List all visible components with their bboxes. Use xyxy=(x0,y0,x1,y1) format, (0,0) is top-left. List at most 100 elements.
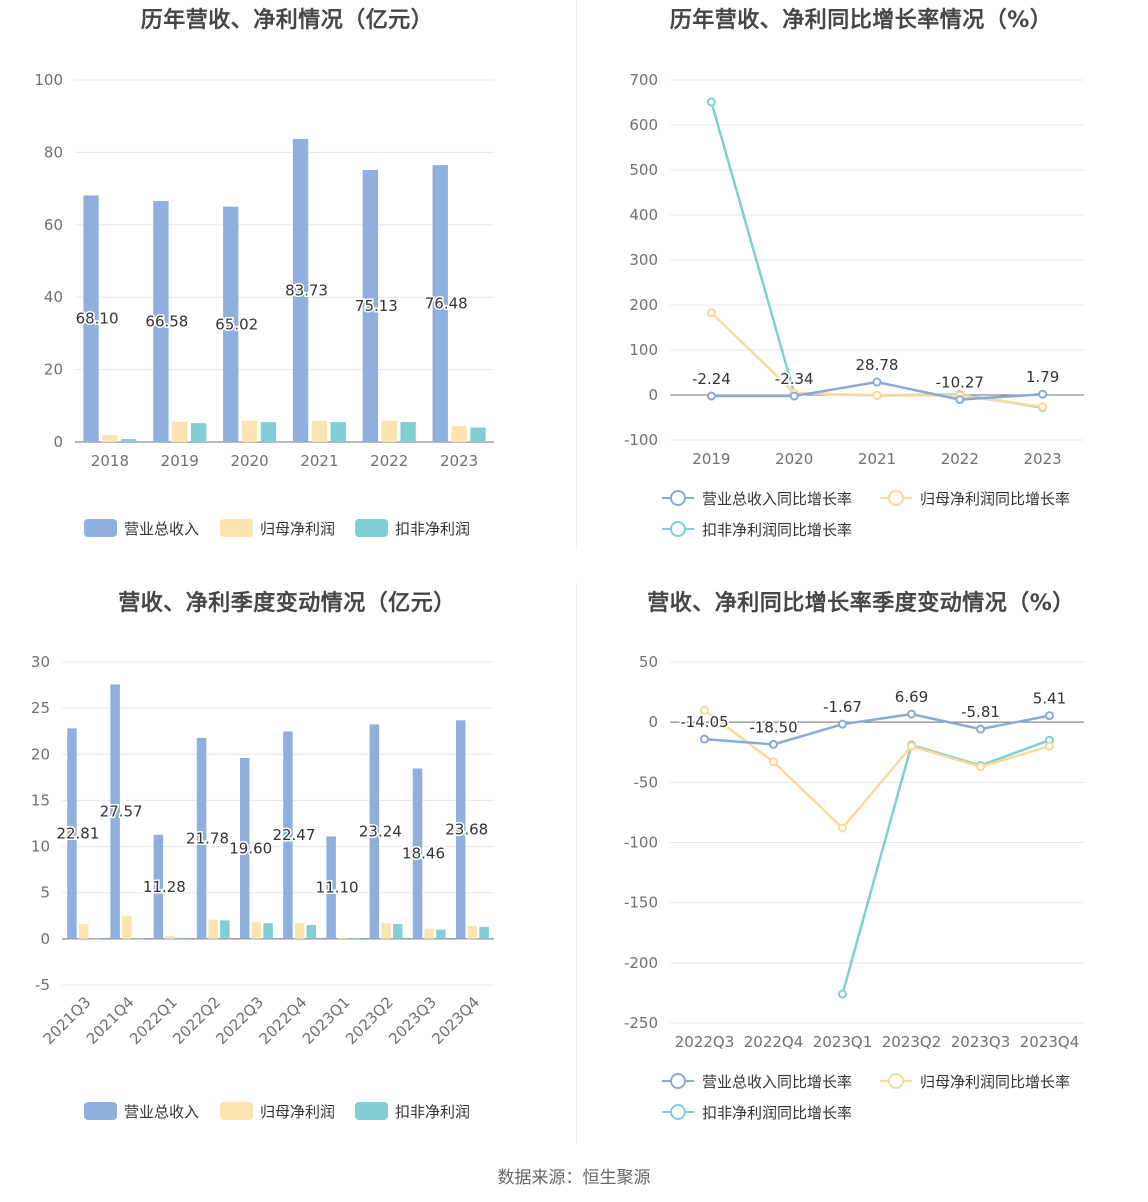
point-value-label: 28.78 xyxy=(856,356,899,374)
bar xyxy=(153,200,169,442)
bar xyxy=(424,928,434,939)
bar xyxy=(190,423,207,442)
chart-title: 历年营收、净利情况（亿元） xyxy=(140,8,434,33)
legend-marker xyxy=(888,1073,904,1089)
data-point xyxy=(769,757,778,767)
bar xyxy=(78,924,89,939)
legend-label: 归母净利润 xyxy=(260,1103,335,1121)
x-tick-label: 2021 xyxy=(300,452,338,470)
bar xyxy=(436,929,446,939)
y-tick-label: 700 xyxy=(629,71,658,89)
bar-value-label: 11.28 xyxy=(143,878,186,896)
bar xyxy=(392,924,403,939)
x-tick-label: 2022Q3 xyxy=(675,1033,735,1051)
y-tick-label: 300 xyxy=(629,251,658,269)
y-tick-label: -50 xyxy=(634,773,659,791)
point-value-label: 5.41 xyxy=(1033,690,1066,708)
bar xyxy=(122,915,132,939)
y-tick-label: -200 xyxy=(624,954,658,972)
bar xyxy=(153,834,164,939)
y-tick-label: 10 xyxy=(31,838,50,856)
point-value-label: -5.81 xyxy=(961,703,1000,721)
legend-swatch xyxy=(84,519,117,537)
data-point xyxy=(872,390,882,400)
bar xyxy=(432,165,448,442)
legend-swatch xyxy=(220,519,253,537)
y-tick-label: 20 xyxy=(44,361,63,379)
point-value-label: -2.24 xyxy=(692,370,731,388)
data-point xyxy=(838,823,847,833)
point-value-label: -2.34 xyxy=(775,370,814,388)
bar xyxy=(172,421,188,442)
bar xyxy=(283,731,293,939)
bar xyxy=(223,206,239,442)
x-tick-label: 2022 xyxy=(370,452,408,470)
data-point xyxy=(1045,711,1054,721)
bar xyxy=(133,938,144,940)
y-tick-label: 0 xyxy=(53,433,63,451)
bar xyxy=(220,920,230,939)
point-value-label: -1.67 xyxy=(823,698,862,716)
bar xyxy=(349,938,360,940)
y-tick-label: 200 xyxy=(629,296,658,314)
bar xyxy=(470,427,486,442)
data-point xyxy=(955,395,965,405)
quarterly-revenue-profit-plot: -50510152025302021Q32021Q42022Q12022Q220… xyxy=(31,653,494,1121)
bar xyxy=(241,420,258,442)
point-value-label: -10.27 xyxy=(936,374,984,392)
bar xyxy=(306,925,317,939)
legend-marker xyxy=(888,490,904,506)
chart-title: 历年营收、净利同比增长率情况（%） xyxy=(669,8,1053,33)
annual-growth-plot: -100 0 100 200 300 400 500 600 700 2019 2020 2021 20… xyxy=(624,71,1084,539)
bar xyxy=(102,435,118,442)
legend-swatch xyxy=(355,1102,388,1120)
legend-marker xyxy=(670,1073,686,1089)
bar-value-label: 23.68 xyxy=(445,821,488,839)
quarterly-revenue-profit-chart: 营收、净利季度变动情况（亿元） -5 0 5 10 15 20 25 30 2021Q3 2021… xyxy=(0,583,574,1163)
x-tick-label: 2018 xyxy=(91,452,129,470)
data-point xyxy=(700,705,709,715)
quarterly-growth-plot: -250 -200 -150 -100 -50 0 50 2022Q3 2022Q4 2023Q1… xyxy=(624,653,1084,1122)
bar-value-label: 68.10 xyxy=(76,310,119,328)
bar xyxy=(362,170,379,442)
bar xyxy=(381,923,391,939)
legend-marker xyxy=(670,490,686,506)
x-tick-label: 2023Q3 xyxy=(951,1033,1011,1051)
y-tick-label: 15 xyxy=(31,791,50,809)
bar xyxy=(176,937,187,939)
bar xyxy=(110,684,120,939)
x-tick-label: 2023Q4 xyxy=(1020,1033,1080,1051)
bar xyxy=(260,422,277,442)
data-point xyxy=(838,719,847,729)
legend-marker xyxy=(670,521,686,537)
x-tick-label: 2019 xyxy=(692,450,730,468)
bar-value-label: 11.10 xyxy=(316,879,359,897)
bar xyxy=(196,737,207,939)
annual-growth-chart: 历年营收、净利同比增长率情况（%） -100 0 100 200 300 400 500 60… xyxy=(574,0,1148,580)
annual-revenue-profit-plot: 0 20 40 60 80 100 2018 2019 2020 2021 2022 2023 68.1… xyxy=(34,71,494,538)
y-tick-label: 0 xyxy=(648,713,658,731)
bar-value-label: 76.48 xyxy=(425,295,468,313)
legend-swatch xyxy=(220,1102,253,1120)
y-tick-label: 80 xyxy=(44,143,63,161)
legend-label: 归母净利润同比增长率 xyxy=(920,490,1070,508)
vertical-divider xyxy=(576,583,577,1143)
x-tick-label: 2020 xyxy=(230,452,268,470)
quarterly-growth-chart: 营收、净利同比增长率季度变动情况（%） -250 -200 -150 -100 -50 0… xyxy=(574,583,1148,1163)
x-tick-label: 2020 xyxy=(775,450,813,468)
y-tick-label: -150 xyxy=(624,894,658,912)
bar-value-label: 21.78 xyxy=(186,829,229,847)
bar xyxy=(251,922,262,939)
x-tick-label: 2021 xyxy=(858,450,896,468)
bar xyxy=(165,936,175,939)
legend-label: 营业总收入 xyxy=(124,520,199,538)
bar xyxy=(412,768,423,939)
bar xyxy=(369,724,380,939)
legend-label: 归母净利润 xyxy=(260,520,335,538)
legend-marker xyxy=(670,1104,686,1120)
y-tick-label: 100 xyxy=(34,71,63,89)
chart-title: 营收、净利季度变动情况（亿元） xyxy=(118,591,456,616)
data-point xyxy=(706,391,716,401)
y-tick-label: -250 xyxy=(624,1014,658,1032)
data-point xyxy=(789,391,799,401)
